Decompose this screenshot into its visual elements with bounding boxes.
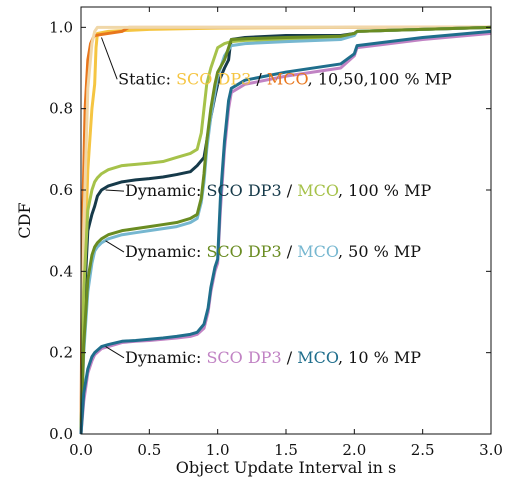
series-line-dyn50_sco [79, 25, 492, 435]
series-line-dyn10_sco [79, 31, 492, 435]
annotation-dyn10: Dynamic: SCO DP3 / MCO, 10 % MP [125, 348, 421, 367]
x-tick-label: 0.0 [69, 441, 93, 459]
series-line-dyn100_mco [79, 25, 492, 435]
annotation-part: MCO [297, 181, 339, 200]
annotation-layer: Static: SCO DP3 / MCO, 10,50,100 % MPDyn… [101, 37, 452, 367]
annotation-dyn50: Dynamic: SCO DP3 / MCO, 50 % MP [125, 242, 421, 261]
y-tick-label: 0.4 [49, 262, 73, 280]
x-tick-label: 1.0 [206, 441, 230, 459]
annotation-part: , 10 % MP [338, 348, 421, 367]
annotation-leader-dyn50 [105, 240, 125, 253]
y-tick-label: 0.6 [49, 181, 73, 199]
series-line-dyn50_mco [79, 25, 492, 435]
annotation-part: , 10,50,100 % MP [308, 69, 452, 88]
y-tick-label: 1.0 [49, 18, 73, 36]
x-axis-label: Object Update Interval in s [176, 458, 396, 477]
annotation-part: / [282, 348, 298, 367]
annotation-part: , 50 % MP [338, 242, 421, 261]
x-tick-label: 1.5 [274, 441, 298, 459]
annotation-dyn100: Dynamic: SCO DP3 / MCO, 100 % MP [125, 181, 431, 200]
annotation-part: MCO [297, 348, 339, 367]
y-axis-label: CDF [15, 202, 34, 238]
x-tick-label: 3.0 [479, 441, 503, 459]
annotation-part: Dynamic: [125, 348, 206, 367]
x-tick-label: 0.5 [137, 441, 161, 459]
annotation-part: MCO [267, 69, 309, 88]
y-tick-label: 0.0 [49, 425, 73, 443]
annotation-part: , 100 % MP [338, 181, 431, 200]
annotation-leader-dyn10 [105, 346, 125, 359]
annotation-part: / [282, 181, 298, 200]
annotation-part: Dynamic: [125, 181, 206, 200]
series-layer [79, 25, 492, 435]
y-tick-label: 0.8 [49, 100, 73, 118]
x-tick-label: 2.0 [342, 441, 366, 459]
annotation-part: SCO DP3 [206, 181, 281, 200]
annotation-part: MCO [297, 242, 339, 261]
annotation-part: / [282, 242, 298, 261]
tick-layer: 0.0 0.5 1.0 1.5 2.0 2.5 3.0 0.0 0.2 0.4 0.6 0.8 1.0 [49, 7, 503, 459]
series-line-static_tan [79, 25, 491, 435]
annotation-part: Static: [118, 69, 176, 88]
annotation-part: Dynamic: [125, 242, 206, 261]
annotation-part: SCO DP3 [206, 348, 281, 367]
annotation-leader-dyn100 [105, 189, 125, 192]
annotation-part: / [251, 69, 267, 88]
annotation-leader-static [101, 37, 118, 80]
series-line-dyn10_mco [79, 29, 492, 435]
y-tick-label: 0.2 [49, 344, 73, 362]
annotation-part: SCO DP3 [176, 69, 251, 88]
annotation-part: SCO DP3 [206, 242, 281, 261]
annotation-static: Static: SCO DP3 / MCO, 10,50,100 % MP [118, 69, 452, 88]
x-tick-label: 2.5 [411, 441, 435, 459]
